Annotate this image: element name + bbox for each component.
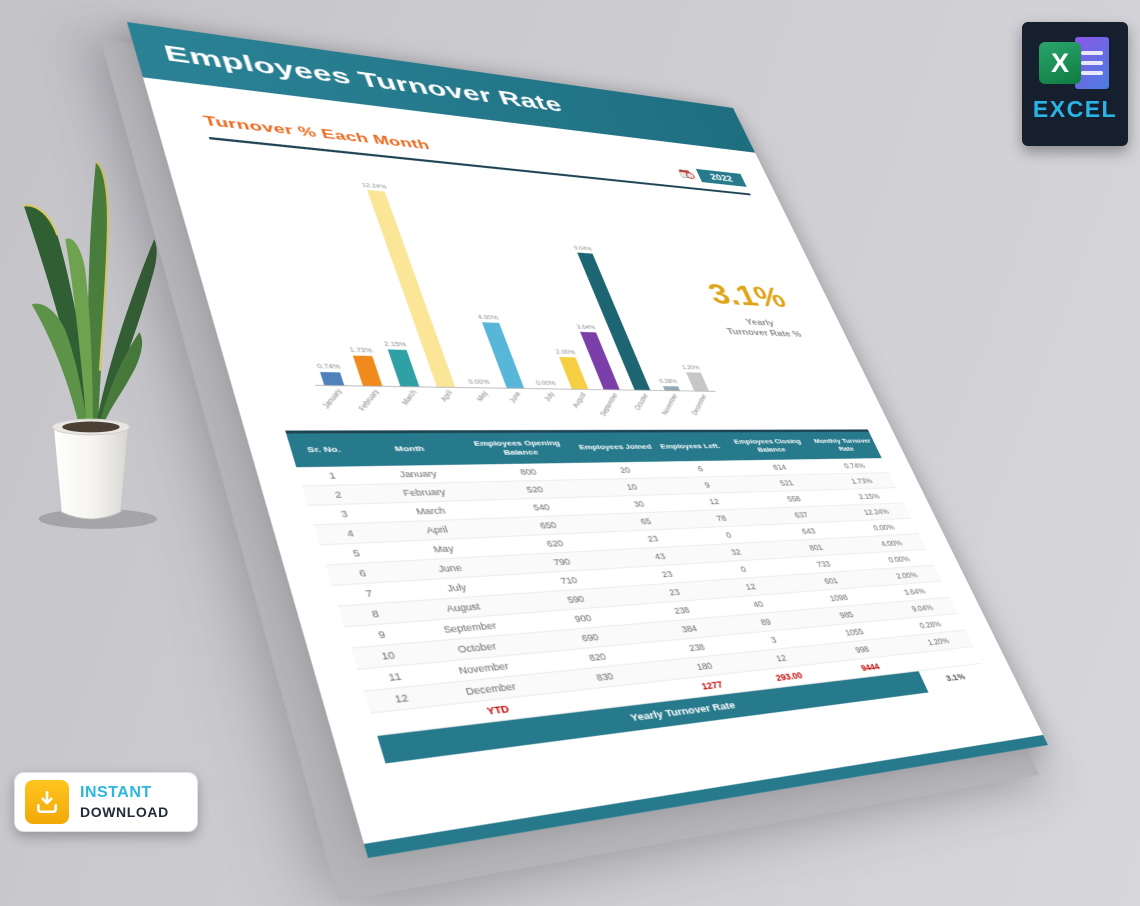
calendar-icon [677,168,696,180]
year-badge: 2022 [696,168,747,187]
bar-value-label: 0.28% [658,378,679,385]
axis-month-label: December [691,393,709,417]
plant-image [23,161,158,529]
table-cell: 3 [307,503,380,525]
bar-value-label: 0.00% [535,380,558,387]
axis-month-label: October [634,392,651,412]
table-cell: 0.74% [819,458,889,475]
chart-bar [320,371,345,386]
chart-bar [353,355,383,386]
axis-month-label: September [599,391,620,418]
excel-label: EXCEL [1032,96,1118,122]
chart-bars: 0.74% January 1.73% February 2.15% March 12.24… [246,168,716,418]
bar-value-label: 4.00% [477,314,500,322]
bar-value-label: 2.15% [383,341,408,349]
bar-value-label: 1.20% [681,365,701,371]
page-header-band: Employees Turnover Rate [127,22,756,153]
bar-value-label: 9.04% [573,245,593,253]
turnover-table: Sr. No. Month Employees Opening Balance Emp… [286,431,992,764]
column-header: Employees Closing Balance [718,431,820,461]
download-icon [25,780,69,824]
page: Employees Turnover Rate Turnover % Each … [127,22,1048,859]
axis-month-label: May [475,390,490,403]
bar-value-label: 0.74% [316,363,342,371]
chart-bar [387,349,420,387]
excel-x-icon: X [1039,42,1081,84]
axis-month-label: July [543,390,557,404]
bar-value-label: 1.73% [348,347,374,355]
excel-logo-icon: X [1037,34,1113,92]
download-text: INSTANT DOWNLOAD [80,784,169,820]
download-line1: INSTANT [80,784,152,801]
excel-badge: X EXCEL [1022,22,1128,146]
column-header: Employees Opening Balance [455,432,581,465]
table-cell: 2 [301,484,374,506]
bar-value-label: 3.64% [575,324,597,331]
column-header: Employees Left. [649,432,732,462]
table-cell: 20 [580,461,669,480]
download-line2: DOWNLOAD [80,804,169,820]
axis-month-label: February [358,388,382,413]
axis-month-label: January [321,387,344,410]
column-header: Monthly Turnover Rate [806,431,882,460]
yearly-rate-value: 3.1% [703,279,792,314]
turnover-chart: 0.74% January 1.73% February 2.15% March 12.24… [159,134,891,429]
column-header: Sr. No. [286,433,362,468]
chart-bar [685,372,709,391]
axis-month-label: August [572,391,589,410]
bar-value-label: 2.00% [554,349,577,356]
spreadsheet-page: Employees Turnover Rate Turnover % Each … [100,22,1048,902]
instant-download-badge: INSTANT DOWNLOAD [14,772,198,832]
bar-value-label: 0.00% [467,379,491,386]
table-cell: 1 [296,466,368,486]
column-header: Month [350,432,467,467]
axis-month-label: June [509,390,524,405]
bar-value-label: 12.24% [360,182,388,190]
axis-month-label: November [661,392,680,417]
page-title: Employees Turnover Rate [160,40,566,117]
chart-bar [662,385,680,391]
axis-month-label: April [439,389,455,404]
table-cell: 6 [661,460,739,478]
column-header: Employees Joined [569,432,662,463]
year-group: 2022 [677,167,747,187]
turnover-table-wrap: Sr. No. Month Employees Opening Balance Emp… [285,429,992,764]
page-footer-strip [363,734,1048,859]
axis-month-label: March [400,389,419,407]
